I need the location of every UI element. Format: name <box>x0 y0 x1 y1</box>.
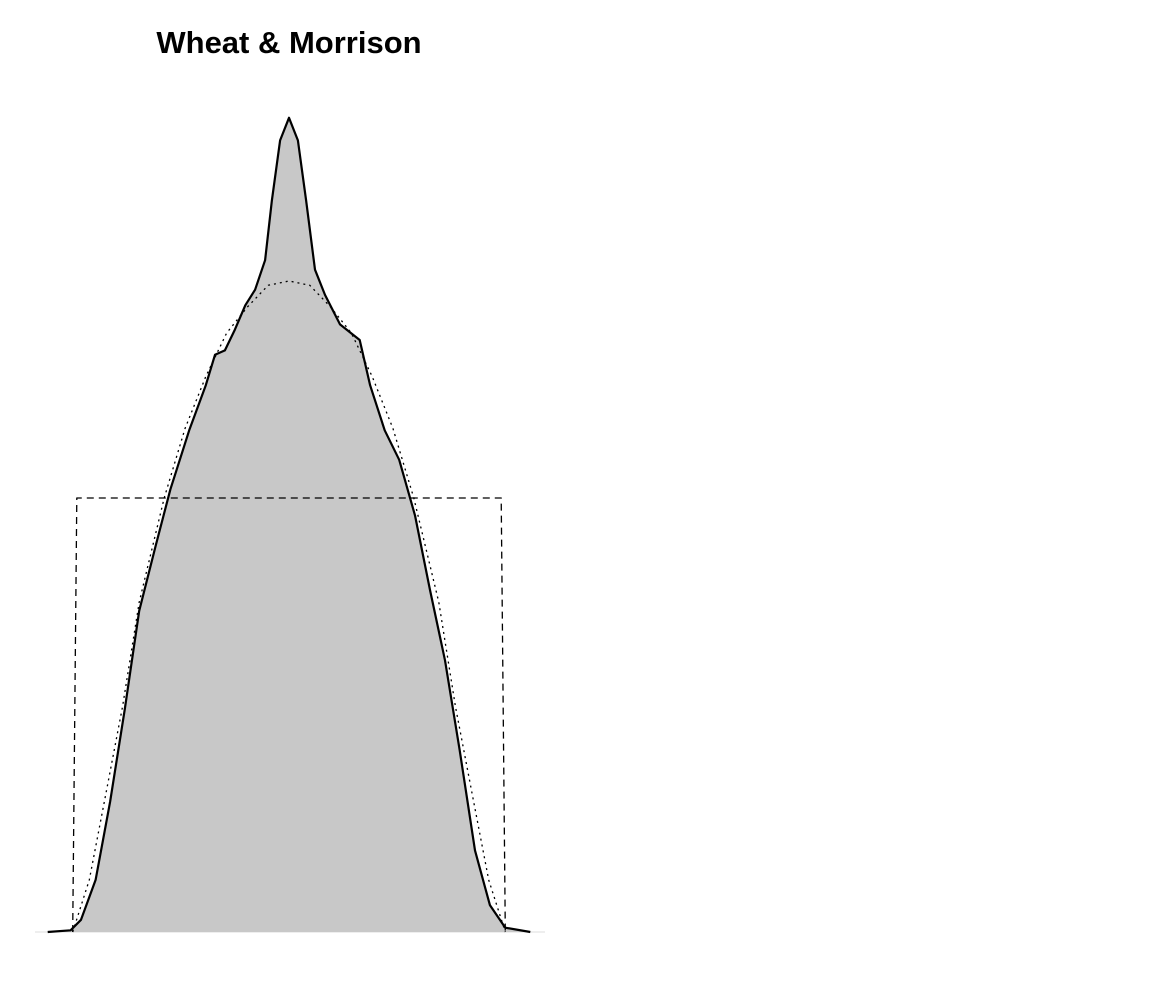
density-line <box>72 497 506 933</box>
density-area <box>47 117 531 933</box>
chart-title: Wheat & Morrison <box>156 25 421 60</box>
density-line <box>72 280 506 933</box>
density-line <box>47 116 531 934</box>
